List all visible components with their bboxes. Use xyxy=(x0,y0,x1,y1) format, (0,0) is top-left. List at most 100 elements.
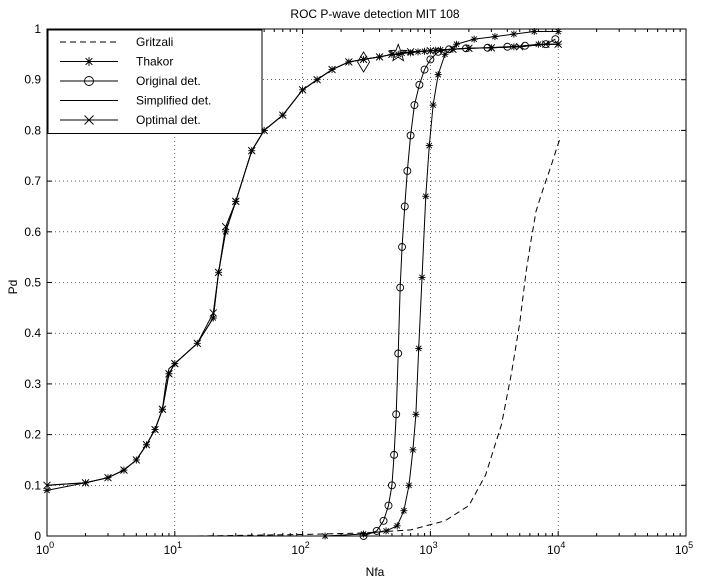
x-tick-label: 103 xyxy=(419,540,437,557)
y-tick-label: 0.6 xyxy=(24,225,41,239)
circle-marker xyxy=(551,35,560,44)
x-marker xyxy=(231,197,240,206)
axes: 100 101 102 103 104 105 0 0.1 0.2 0.3 0.4 0.5 0.6 0.7… xyxy=(24,22,693,557)
legend: Gritzali Thakor Original det. Simplified de… xyxy=(47,29,263,134)
y-tick-label: 0.5 xyxy=(24,276,41,290)
plot-frame xyxy=(46,28,687,537)
x-marker xyxy=(359,55,368,64)
circle-marker xyxy=(384,501,393,510)
y-tick-label: 0.8 xyxy=(24,123,41,137)
star-marker xyxy=(84,57,94,66)
x-marker xyxy=(515,42,524,51)
legend-label: Simplified det. xyxy=(136,94,211,108)
star-marker xyxy=(470,35,478,43)
legend-entry: Simplified det. xyxy=(60,94,211,108)
x-marker xyxy=(214,268,223,277)
star-marker xyxy=(434,71,442,79)
star-marker xyxy=(491,33,499,41)
x-marker xyxy=(84,115,94,125)
star-marker xyxy=(400,507,408,515)
diamond-marker xyxy=(357,51,371,73)
x-marker xyxy=(278,111,287,120)
star-marker xyxy=(407,49,415,57)
data-series xyxy=(43,28,564,540)
circle-marker xyxy=(396,283,405,292)
star-marker xyxy=(393,522,401,530)
circle-marker xyxy=(403,167,412,175)
y-tick-label: 0.7 xyxy=(24,174,41,188)
circle-marker xyxy=(406,131,415,140)
x-marker xyxy=(345,58,353,66)
star-marker xyxy=(429,101,437,109)
circle-marker xyxy=(410,101,419,110)
legend-entry: Gritzali xyxy=(60,35,173,49)
legend-entry: Original det. xyxy=(60,74,201,88)
x-marker xyxy=(120,466,128,474)
star-marker xyxy=(415,344,423,352)
circle-marker xyxy=(434,47,443,56)
x-marker xyxy=(313,75,321,84)
x-marker xyxy=(151,425,159,434)
x-marker xyxy=(328,65,336,74)
x-marker xyxy=(247,146,256,155)
circle-marker xyxy=(426,55,435,64)
x-tick-label: 102 xyxy=(291,540,309,557)
circle-marker xyxy=(392,410,401,419)
x-tick-label: 104 xyxy=(547,540,565,557)
star-marker xyxy=(510,30,518,38)
x-axis-label: Nfa xyxy=(366,565,385,579)
circle-marker xyxy=(420,65,429,74)
y-tick-label: 0.4 xyxy=(24,326,41,340)
circle-marker xyxy=(398,243,406,251)
x-marker xyxy=(165,369,173,378)
x-marker xyxy=(465,44,473,53)
star-marker xyxy=(441,50,449,58)
x-tick-label: 105 xyxy=(675,540,693,557)
y-tick-label: 1 xyxy=(34,22,41,36)
star-marker xyxy=(530,28,538,36)
x-marker xyxy=(449,45,457,54)
star-marker xyxy=(452,40,460,48)
legend-label: Optimal det. xyxy=(136,113,201,127)
legend-label: Thakor xyxy=(136,55,173,69)
y-axis-label: Pd xyxy=(6,280,20,295)
x-marker xyxy=(375,53,384,61)
chart-title: ROC P-wave detection MIT 108 xyxy=(290,7,460,21)
circle-marker xyxy=(84,76,94,86)
circle-marker xyxy=(387,481,396,490)
legend-label: Gritzali xyxy=(136,35,173,49)
circle-marker xyxy=(415,80,424,89)
x-marker xyxy=(158,405,167,414)
x-tick-label: 100 xyxy=(36,540,54,557)
x-marker xyxy=(221,222,230,231)
x-marker xyxy=(406,47,415,56)
x-marker xyxy=(426,46,435,55)
x-marker xyxy=(193,339,202,348)
pentagram-marker xyxy=(388,43,408,62)
y-tick-label: 0.2 xyxy=(24,428,41,442)
circle-marker xyxy=(394,349,403,358)
x-marker xyxy=(132,456,141,464)
circle-marker xyxy=(372,526,381,535)
star-marker xyxy=(409,446,417,454)
star-marker xyxy=(425,142,433,150)
circle-marker xyxy=(379,516,388,525)
x-marker xyxy=(554,40,563,49)
star-marker xyxy=(418,273,426,281)
series-gritzali xyxy=(197,140,564,537)
x-marker xyxy=(81,478,90,487)
star-marker xyxy=(412,410,420,418)
x-marker xyxy=(142,440,151,449)
legend-label: Original det. xyxy=(136,74,201,88)
legend-box xyxy=(47,29,263,134)
star-marker xyxy=(422,192,430,200)
circle-marker xyxy=(390,450,399,459)
star-marker xyxy=(405,481,413,489)
x-marker xyxy=(209,309,218,317)
series-line xyxy=(197,140,564,537)
x-marker xyxy=(487,43,496,52)
x-marker xyxy=(541,40,550,49)
x-marker xyxy=(104,473,112,482)
